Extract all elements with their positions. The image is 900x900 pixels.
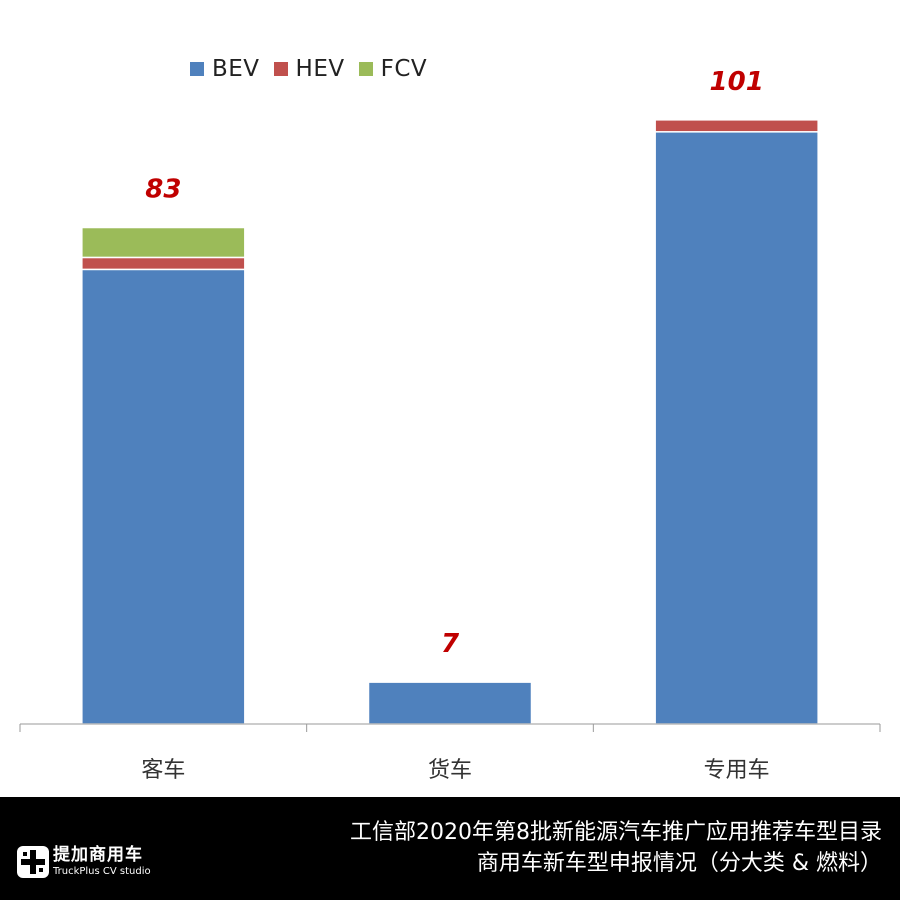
logo-name-en: TruckPlus CV studio: [53, 866, 151, 877]
legend-label-fcv: FCV: [380, 56, 428, 82]
legend-swatch-hev: [273, 62, 288, 76]
legend-label-hev: HEV: [295, 56, 345, 82]
legend-swatch-fcv: [358, 62, 373, 76]
logo-name-cn: 提加商用车: [53, 845, 143, 865]
chart-caption: 工信部2020年第8批新能源汽车推广应用推荐车型目录 商用车新车型申报情况（分大…: [350, 817, 882, 879]
truckplus-logo-icon: [17, 846, 49, 878]
bar-hev-2: [654, 119, 819, 133]
chart-legend: BEV HEV FCV: [190, 52, 427, 86]
caption-line-2: 商用车新车型申报情况（分大类 & 燃料）: [476, 851, 882, 876]
total-label-0: 83: [145, 175, 181, 205]
bar-bev-1: [367, 681, 533, 725]
bar-bev-0: [81, 268, 246, 725]
category-label-2: 专用车: [704, 758, 770, 783]
legend-swatch-bev: [190, 62, 204, 76]
total-label-1: 7: [441, 629, 460, 659]
bar-hev-0: [81, 256, 246, 271]
legend-label-bev: BEV: [212, 56, 260, 82]
bar-fcv-0: [81, 226, 246, 259]
legend-item-fcv: FCV: [358, 56, 428, 82]
bar-bev-2: [654, 131, 819, 725]
category-label-1: 货车: [428, 758, 472, 783]
footer-banner: 提加商用车 TruckPlus CV studio 工信部2020年第8批新能源…: [0, 797, 900, 900]
caption-line-1: 工信部2020年第8批新能源汽车推广应用推荐车型目录: [350, 820, 882, 845]
chart-svg: 83 客车 7 货车 101 专用车: [19, 67, 881, 783]
total-label-2: 101: [710, 67, 764, 97]
legend-item-bev: BEV: [190, 56, 260, 82]
brand-logo: 提加商用车 TruckPlus CV studio: [17, 846, 151, 878]
legend-item-hev: HEV: [273, 56, 345, 82]
category-label-0: 客车: [141, 758, 185, 783]
stacked-bar-chart: 83 客车 7 货车 101 专用车: [19, 67, 881, 783]
